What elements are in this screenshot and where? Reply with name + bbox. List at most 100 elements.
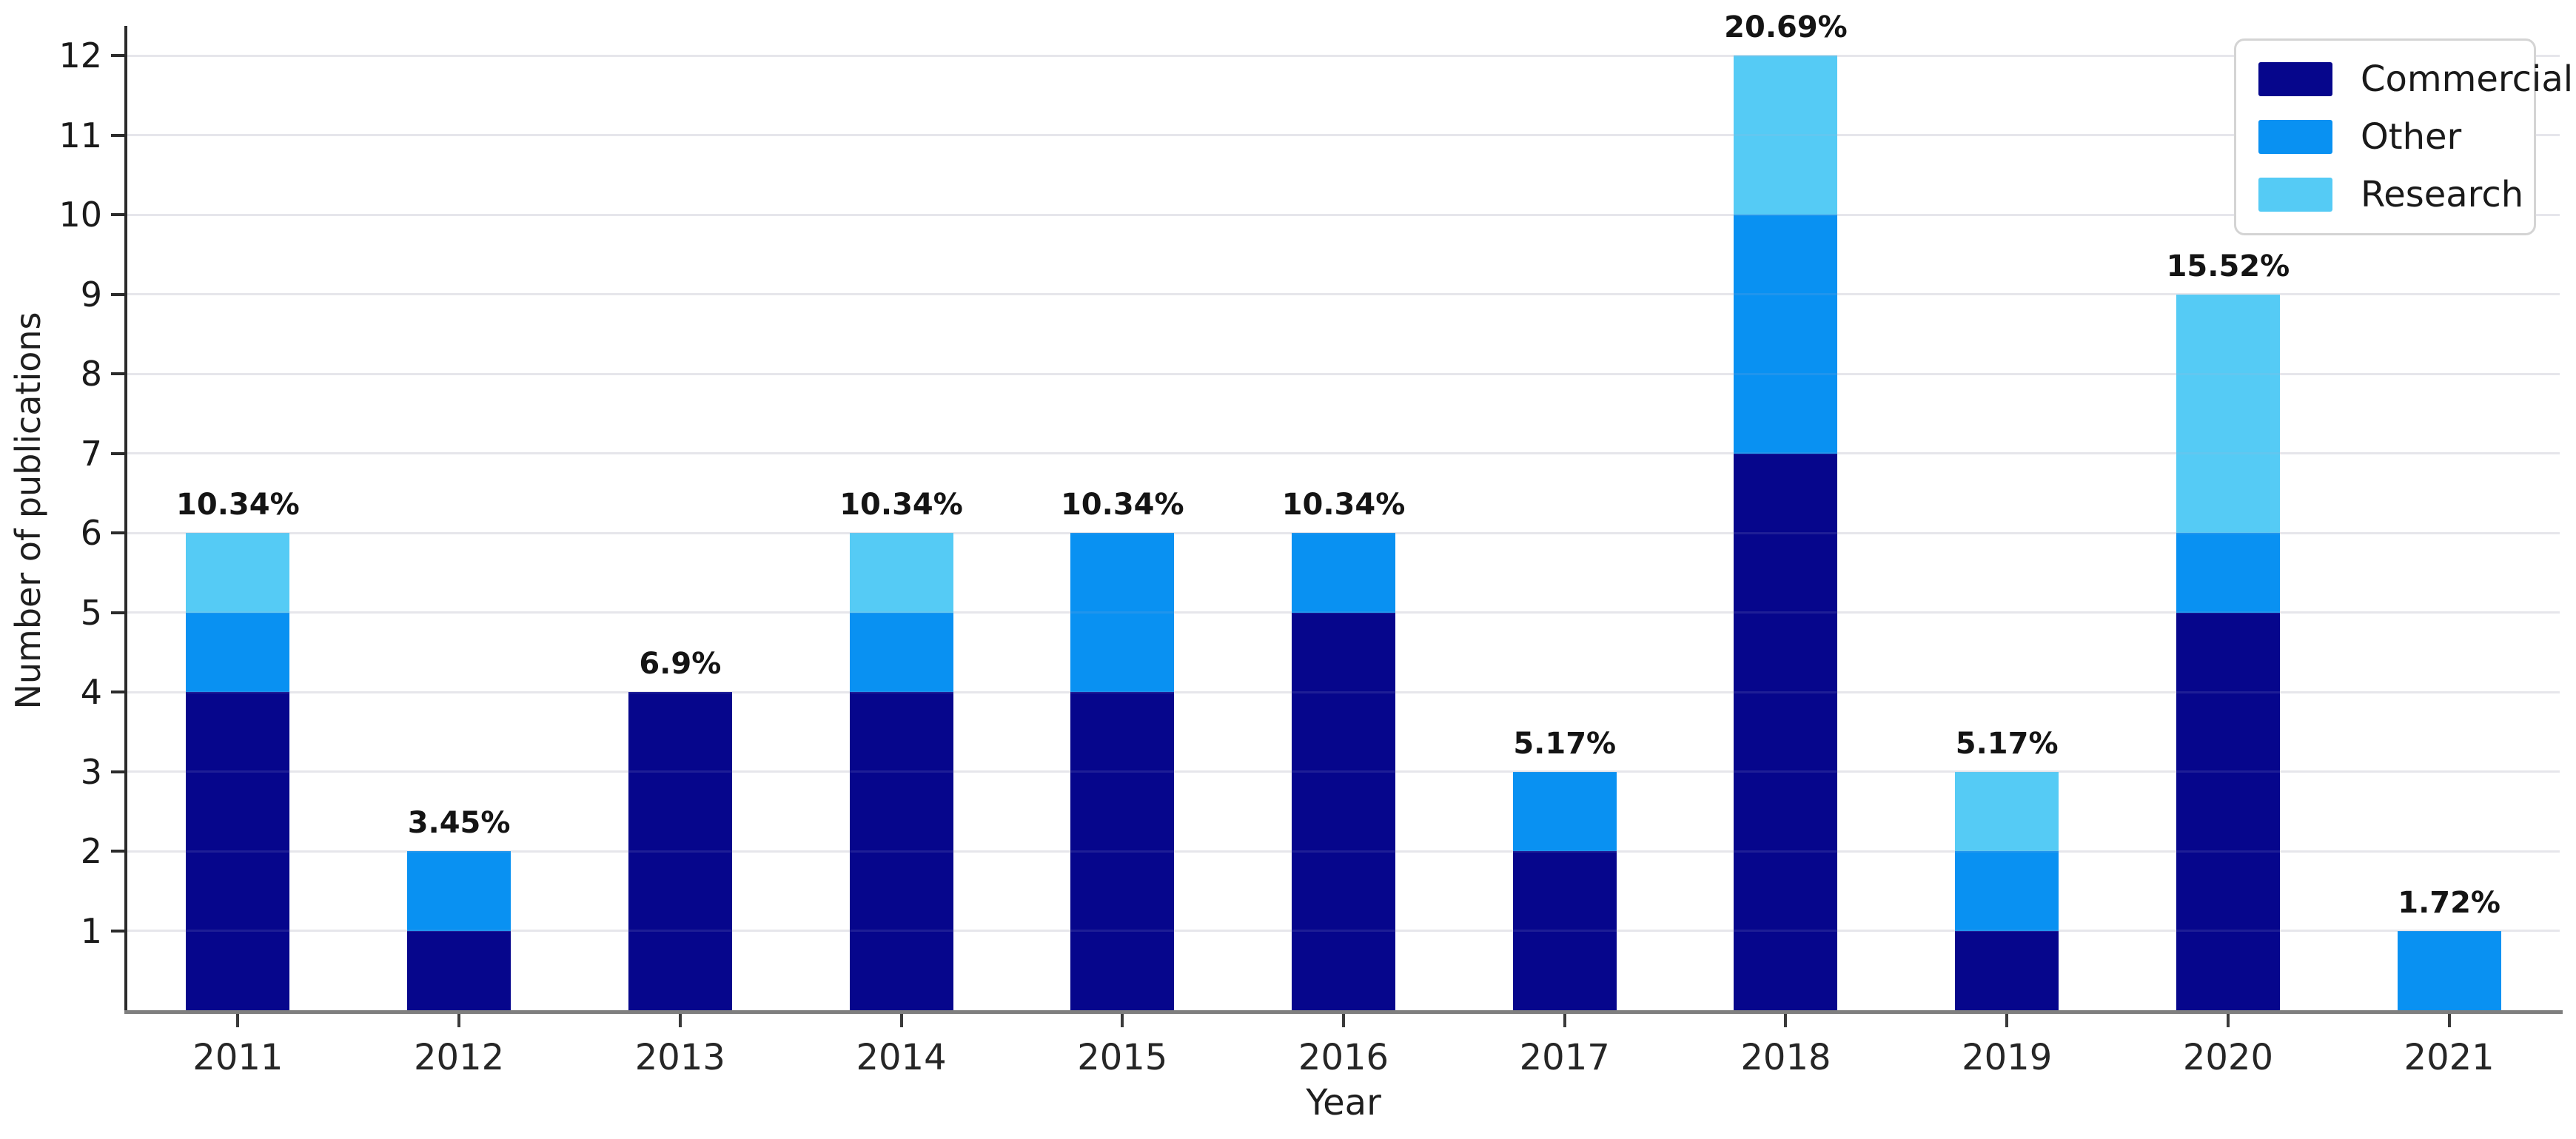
bar-percent-label-2020: 15.52%	[2166, 249, 2290, 283]
y-tick-label-2: 2	[80, 831, 102, 871]
gridline-y-10	[127, 213, 2560, 216]
x-tick-mark-2012	[457, 1014, 461, 1027]
y-tick-label-4: 4	[80, 672, 102, 712]
x-tick-mark-2019	[2005, 1014, 2009, 1027]
y-tick-label-3: 3	[80, 751, 102, 792]
gridline-y-8	[127, 372, 2560, 375]
y-tick-mark-3	[111, 770, 124, 773]
bar-2019-commercial	[1955, 930, 2059, 1010]
bar-percent-label-2014: 10.34%	[839, 488, 963, 522]
y-tick-mark-2	[111, 850, 124, 853]
gridline-y-6	[127, 531, 2560, 534]
legend-swatch-other	[2258, 120, 2332, 154]
bar-percent-label-2015: 10.34%	[1060, 488, 1184, 522]
bar-2011-research	[186, 533, 290, 613]
y-tick-mark-10	[111, 213, 124, 216]
y-tick-label-6: 6	[80, 513, 102, 553]
gridline-y-12	[127, 54, 2560, 57]
x-axis-spine	[124, 1010, 2563, 1014]
gridline-y-7	[127, 452, 2560, 454]
x-tick-label-2021: 2021	[2404, 1037, 2495, 1078]
y-tick-mark-12	[111, 54, 124, 57]
legend-swatch-commercial	[2258, 62, 2332, 96]
bar-2020-research	[2176, 294, 2280, 533]
x-axis-title: Year	[1306, 1082, 1381, 1123]
bar-2018-commercial	[1734, 453, 1838, 1010]
y-tick-label-12: 12	[58, 36, 102, 75]
bar-2015-other	[1070, 533, 1175, 692]
bar-2019-other	[1955, 851, 2059, 931]
x-tick-mark-2011	[236, 1014, 240, 1027]
x-tick-mark-2020	[2226, 1014, 2230, 1027]
bar-percent-label-2017: 5.17%	[1513, 726, 1617, 761]
gridline-y-11	[127, 134, 2560, 136]
gridline-y-11	[127, 134, 2560, 136]
legend-label-research: Research	[2361, 174, 2524, 215]
y-tick-label-10: 10	[58, 195, 102, 235]
x-tick-mark-2018	[1784, 1014, 1788, 1027]
gridline-y-1	[127, 930, 2560, 932]
bar-2011-other	[186, 612, 290, 692]
x-tick-label-2020: 2020	[2182, 1037, 2273, 1078]
x-tick-label-2016: 2016	[1298, 1037, 1389, 1078]
x-tick-label-2017: 2017	[1519, 1037, 1610, 1078]
x-tick-mark-2016	[1342, 1014, 1345, 1027]
bar-2014-other	[849, 612, 953, 692]
legend-label-other: Other	[2361, 116, 2462, 158]
bar-2013-commercial	[628, 692, 732, 1010]
gridline-y-8	[127, 372, 2560, 375]
bar-percent-label-2013: 6.9%	[639, 647, 722, 681]
legend-swatch-research	[2258, 178, 2332, 212]
y-tick-mark-4	[111, 691, 124, 693]
x-tick-label-2018: 2018	[1740, 1037, 1831, 1078]
bar-2018-other	[1734, 215, 1838, 454]
x-tick-label-2019: 2019	[1962, 1037, 2053, 1078]
gridline-y-7	[127, 452, 2560, 454]
x-tick-mark-2014	[899, 1014, 903, 1027]
legend-row-commercial: Commercial	[2258, 61, 2573, 97]
bar-2011-commercial	[186, 692, 290, 1010]
bar-2020-commercial	[2176, 612, 2280, 1010]
bar-2019-research	[1955, 771, 2059, 851]
bar-2017-commercial	[1512, 851, 1617, 1010]
y-tick-label-5: 5	[80, 592, 102, 633]
gridline-y-2	[127, 850, 2560, 853]
gridline-y-12	[127, 54, 2560, 57]
bar-2015-commercial	[1070, 692, 1175, 1010]
gridline-y-10	[127, 213, 2560, 216]
bar-2021-other	[2397, 930, 2501, 1010]
bar-percent-label-2021: 1.72%	[2398, 885, 2501, 920]
legend: Commercial Other Research	[2234, 38, 2573, 235]
bar-2014-commercial	[849, 692, 953, 1010]
legend-row-research: Research	[2258, 177, 2523, 212]
y-tick-mark-1	[111, 929, 124, 933]
x-tick-mark-2015	[1121, 1014, 1124, 1027]
y-tick-mark-8	[111, 372, 124, 375]
gridline-y-4	[127, 691, 2560, 693]
gridline-y-3	[127, 770, 2560, 773]
bar-2020-other	[2176, 533, 2280, 613]
bar-percent-label-2016: 10.34%	[1281, 488, 1406, 522]
y-tick-label-1: 1	[80, 910, 102, 951]
y-tick-label-9: 9	[80, 274, 102, 315]
bar-2018-research	[1734, 56, 1838, 215]
x-tick-label-2015: 2015	[1077, 1037, 1168, 1078]
bar-2014-research	[849, 533, 953, 613]
y-tick-mark-6	[111, 531, 124, 534]
legend-label-commercial: Commercial	[2361, 58, 2574, 100]
y-tick-mark-5	[111, 611, 124, 614]
y-tick-mark-11	[111, 133, 124, 137]
y-axis-spine	[124, 26, 127, 1013]
bar-2012-other	[407, 851, 511, 931]
bar-percent-label-2019: 5.17%	[1955, 726, 2059, 761]
bar-2012-commercial	[407, 930, 511, 1010]
gridline-y-5	[127, 611, 2560, 614]
x-tick-label-2012: 2012	[414, 1037, 505, 1078]
x-tick-label-2011: 2011	[192, 1037, 284, 1078]
y-tick-mark-7	[111, 451, 124, 455]
y-axis-title: Number of publications	[8, 312, 48, 710]
y-tick-label-7: 7	[80, 433, 102, 474]
